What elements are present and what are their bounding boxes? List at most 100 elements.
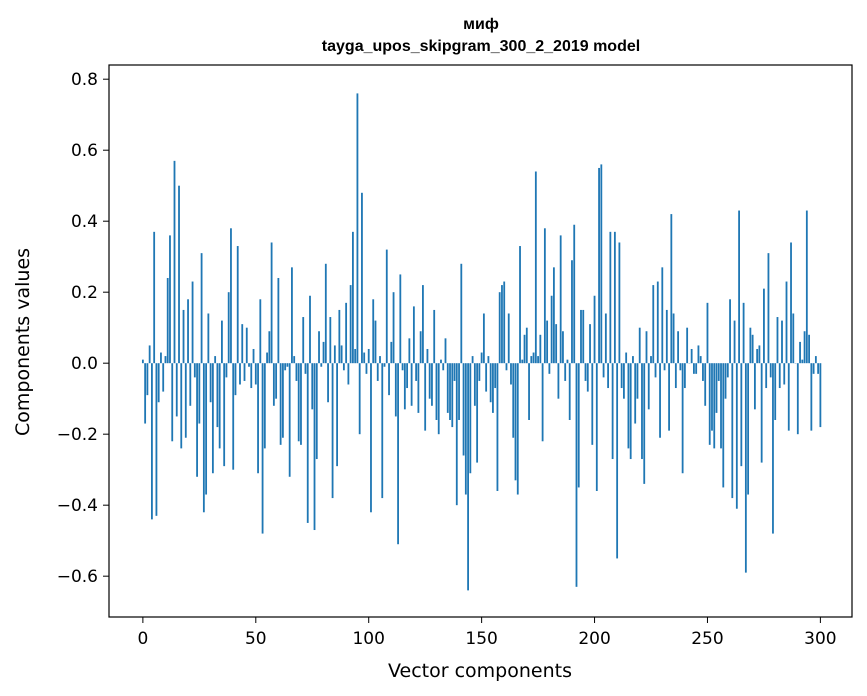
bar xyxy=(514,363,517,481)
bar xyxy=(487,356,490,364)
bar xyxy=(426,348,429,364)
bar xyxy=(155,363,158,516)
bar xyxy=(435,363,438,420)
bar xyxy=(525,327,528,364)
bar xyxy=(148,345,151,364)
bar xyxy=(636,363,639,399)
bar xyxy=(498,292,501,364)
bar xyxy=(598,167,600,364)
bar xyxy=(557,363,560,399)
bar xyxy=(356,93,359,364)
bar xyxy=(383,363,386,367)
bar xyxy=(187,299,189,364)
bar xyxy=(295,363,298,381)
bar xyxy=(333,345,336,364)
bar xyxy=(372,299,375,364)
bar xyxy=(189,363,192,406)
bar xyxy=(473,363,476,406)
bar xyxy=(211,363,214,474)
bar xyxy=(410,363,413,406)
bar xyxy=(668,363,670,431)
bar xyxy=(573,224,576,364)
bar xyxy=(214,356,217,364)
bar xyxy=(367,348,370,364)
bar xyxy=(738,210,740,364)
bar xyxy=(446,363,449,413)
bar xyxy=(575,363,578,587)
bar xyxy=(704,363,707,406)
bar xyxy=(674,363,677,389)
bar xyxy=(765,363,768,389)
bar xyxy=(494,363,497,389)
bar xyxy=(412,306,415,364)
bar xyxy=(263,363,266,449)
bar xyxy=(279,363,282,445)
bar xyxy=(403,363,406,410)
bar xyxy=(202,363,205,513)
bar xyxy=(458,363,460,420)
bar xyxy=(342,363,345,371)
bar xyxy=(702,363,704,381)
bar xyxy=(318,331,320,364)
bar xyxy=(559,235,562,364)
bar xyxy=(245,327,248,364)
bar xyxy=(401,363,404,371)
bar xyxy=(659,363,661,438)
bar xyxy=(618,242,621,364)
bar xyxy=(306,363,309,523)
bar xyxy=(781,320,783,364)
bar xyxy=(663,363,666,371)
bar xyxy=(444,338,447,364)
bar xyxy=(758,345,761,364)
bar xyxy=(322,341,325,364)
bar xyxy=(358,363,361,435)
bar xyxy=(548,363,551,374)
bar xyxy=(593,295,596,364)
bar xyxy=(541,363,544,442)
bar xyxy=(729,299,731,364)
bar xyxy=(485,363,488,392)
bar xyxy=(397,363,399,545)
bar xyxy=(501,285,503,364)
bar xyxy=(792,313,795,364)
bar xyxy=(629,363,632,460)
bar xyxy=(261,363,264,534)
bar xyxy=(521,359,524,364)
bar xyxy=(753,363,756,410)
bar xyxy=(656,281,659,364)
bar xyxy=(731,363,734,499)
x-tick-label: 200 xyxy=(578,629,610,649)
bar xyxy=(805,210,808,364)
bar xyxy=(814,356,817,364)
bar xyxy=(385,249,388,364)
bar xyxy=(623,363,625,399)
bar xyxy=(347,363,350,385)
bar xyxy=(284,363,287,371)
y-tick-label: −0.6 xyxy=(57,567,98,587)
bar xyxy=(726,363,729,378)
bar xyxy=(584,363,587,381)
bar xyxy=(756,348,759,364)
bar xyxy=(774,363,777,420)
bar xyxy=(763,288,765,364)
bar xyxy=(571,260,573,364)
bar xyxy=(329,317,332,364)
bar xyxy=(460,263,463,364)
bar xyxy=(496,363,499,491)
bar xyxy=(532,352,535,364)
bar xyxy=(530,356,533,364)
bar xyxy=(715,363,718,413)
bar xyxy=(272,363,275,406)
bar xyxy=(175,363,178,417)
bar xyxy=(313,363,316,531)
bar xyxy=(519,246,521,364)
bar xyxy=(286,363,289,367)
bar xyxy=(645,331,648,364)
bar xyxy=(428,363,431,399)
bar xyxy=(221,320,223,364)
plot-frame xyxy=(108,64,853,618)
bar xyxy=(252,348,255,364)
x-tick-label: 300 xyxy=(804,629,836,649)
bar xyxy=(717,363,720,381)
bar xyxy=(374,320,377,364)
